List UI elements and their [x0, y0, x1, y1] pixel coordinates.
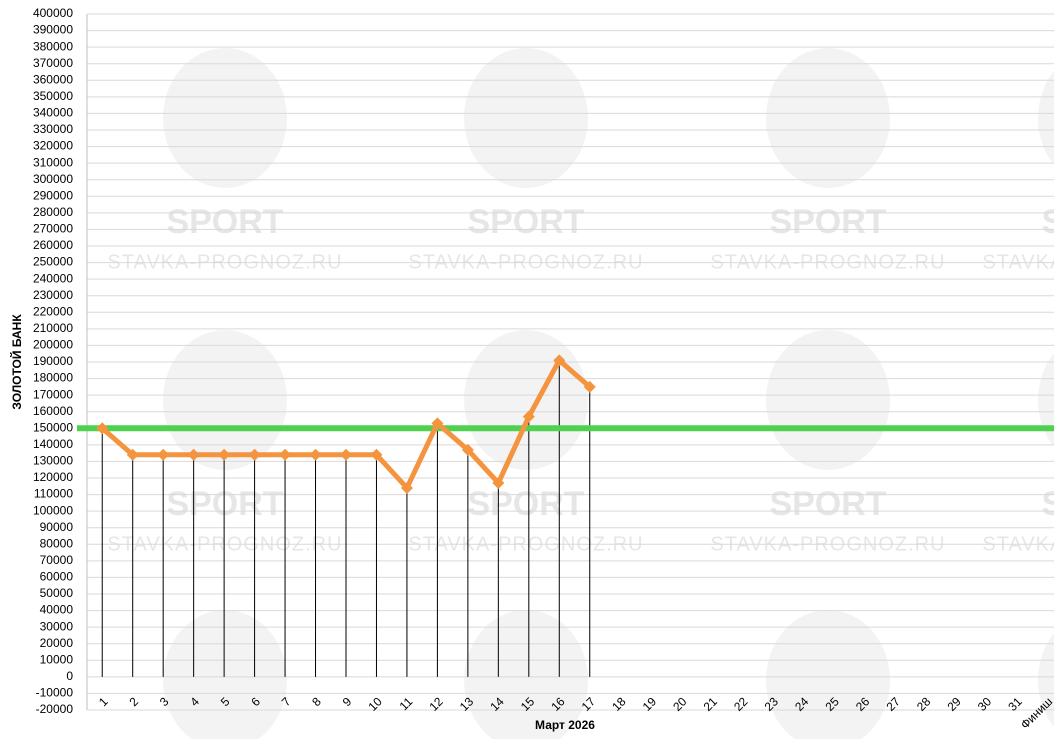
y-tick-label: 200000	[33, 338, 73, 352]
y-tick-label: 0	[66, 669, 73, 683]
y-tick-label: 230000	[33, 288, 73, 302]
point-marker	[583, 380, 596, 393]
x-axis-title: Март 2026	[535, 718, 595, 732]
watermark-text: SPORT	[467, 485, 584, 523]
watermark-logo	[766, 330, 890, 470]
x-tick-label: 22	[731, 694, 751, 714]
x-tick-label: 2	[126, 694, 141, 709]
point-marker	[431, 417, 444, 430]
y-tick-label: 150000	[33, 420, 73, 434]
watermark-text: SPORT	[769, 485, 886, 523]
y-tick-label: 370000	[33, 56, 73, 70]
watermark-logo	[464, 48, 588, 188]
y-tick-label: 170000	[33, 387, 73, 401]
watermark-text: SPORT	[769, 203, 886, 241]
y-tick-label: 280000	[33, 205, 73, 219]
x-tick-label: 10	[365, 694, 385, 714]
watermark-logo	[766, 48, 890, 188]
y-tick-label: 270000	[33, 222, 73, 236]
watermark-logo	[1038, 71, 1054, 165]
watermark-logo	[163, 610, 287, 739]
point-marker	[553, 354, 566, 367]
watermark-logo	[1038, 353, 1054, 447]
point-marker	[126, 448, 139, 461]
y-tick-label: 70000	[40, 553, 74, 567]
watermark-text: SPORT	[1041, 485, 1054, 523]
x-tick-label: 19	[640, 694, 660, 714]
y-tick-label: 290000	[33, 188, 73, 202]
y-tick-label: 40000	[40, 603, 74, 617]
y-tick-label: 250000	[33, 255, 73, 269]
watermark-text: SPORT	[166, 485, 283, 523]
y-tick-label: 130000	[33, 454, 73, 468]
point-marker	[218, 448, 231, 461]
y-tick-label: 60000	[40, 570, 74, 584]
watermark-text: SPORT	[467, 203, 584, 241]
point-marker	[492, 476, 505, 489]
y-tick-label: 240000	[33, 271, 73, 285]
y-tick-label: 320000	[33, 139, 73, 153]
y-axis-title: ЗОЛОТОЙ БАНК	[9, 314, 24, 410]
watermark-logo	[163, 330, 287, 470]
y-tick-label: 380000	[33, 39, 73, 53]
y-tick-label: -10000	[36, 686, 74, 700]
point-marker	[522, 410, 535, 423]
y-tick-label: 80000	[40, 536, 74, 550]
point-marker	[309, 448, 322, 461]
x-tick-label: 18	[609, 694, 629, 714]
y-tick-label: 220000	[33, 304, 73, 318]
y-tick-label: 50000	[40, 586, 74, 600]
point-marker	[248, 448, 261, 461]
x-tick-label: 12	[426, 694, 446, 714]
y-tick-label: 160000	[33, 404, 73, 418]
watermark-logo	[464, 330, 588, 470]
watermarks: SPORTSTAVKA-PROGNOZ.RUSPORTSTAVKA-PROGNO…	[107, 48, 1054, 739]
y-tick-label: 100000	[33, 503, 73, 517]
point-marker	[157, 448, 170, 461]
y-tick-label: 140000	[33, 437, 73, 451]
watermark-logo	[163, 48, 287, 188]
watermark-logo	[464, 610, 588, 739]
x-tick-label: 30	[975, 694, 995, 714]
point-marker	[461, 443, 474, 456]
y-tick-label: 210000	[33, 321, 73, 335]
x-tick-label: 20	[670, 694, 690, 714]
x-tick-label: 29	[944, 694, 964, 714]
y-tick-label: 310000	[33, 155, 73, 169]
y-tick-label: 260000	[33, 238, 73, 252]
y-tick-label: 400000	[33, 6, 73, 20]
watermark-logo	[1038, 633, 1054, 727]
x-tick-label: 1	[96, 694, 111, 709]
y-tick-label: 300000	[33, 172, 73, 186]
y-tick-label: 90000	[40, 520, 74, 534]
x-tick-label: 8	[309, 694, 324, 709]
point-marker	[96, 422, 109, 435]
point-marker	[187, 448, 200, 461]
y-tick-label: 390000	[33, 23, 73, 37]
x-tick-label: 31	[1005, 694, 1025, 714]
y-tick-label: 180000	[33, 371, 73, 385]
x-tick-label: 28	[914, 694, 934, 714]
y-tick-label: 20000	[40, 636, 74, 650]
y-tick-label: 10000	[40, 652, 74, 666]
y-tick-label: -20000	[36, 702, 74, 716]
y-tick-label: 190000	[33, 354, 73, 368]
point-marker	[400, 481, 413, 494]
point-marker	[279, 448, 292, 461]
watermark-text: SPORT	[1041, 203, 1054, 241]
point-marker	[339, 448, 352, 461]
y-tick-label: 120000	[33, 470, 73, 484]
y-tick-label: 340000	[33, 106, 73, 120]
y-tick-label: 330000	[33, 122, 73, 136]
point-marker	[370, 448, 383, 461]
watermark-logo	[766, 610, 890, 739]
watermark-text: SPORT	[166, 203, 283, 241]
y-tick-label: 360000	[33, 72, 73, 86]
y-tick-label: 350000	[33, 89, 73, 103]
y-tick-label: 30000	[40, 619, 74, 633]
x-tick-label: 21	[701, 694, 721, 714]
y-tick-label: 110000	[34, 487, 73, 501]
x-tick-label: 9	[340, 694, 355, 709]
